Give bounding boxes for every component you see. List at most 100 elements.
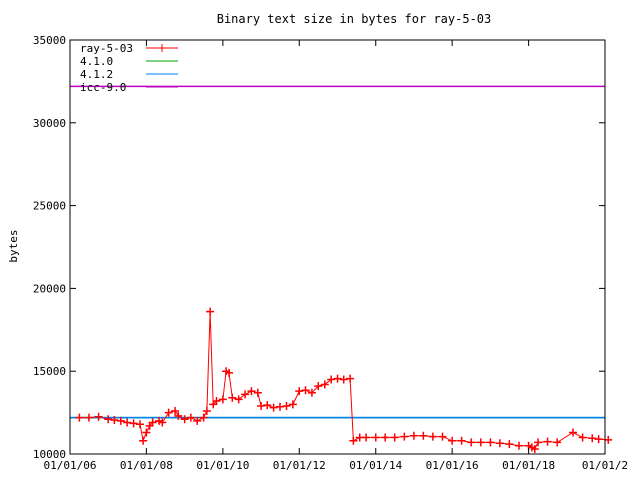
data-point	[276, 402, 285, 411]
data-point	[295, 387, 304, 396]
data-point	[476, 438, 485, 447]
data-point	[588, 434, 597, 443]
data-point	[129, 419, 138, 428]
data-point	[371, 433, 380, 442]
legend-label: 4.1.0	[80, 55, 113, 68]
data-point	[320, 380, 329, 389]
data-point	[116, 416, 125, 425]
data-point	[234, 395, 243, 404]
x-tick-label: 01/01/10	[196, 459, 249, 472]
x-tick-label: 01/01/2	[582, 459, 628, 472]
series-ray-5-03	[75, 307, 613, 454]
axis-ticks: 10000 15000 20000 25000 30000 35000 01/01/06 01…	[33, 34, 628, 472]
data-point	[409, 431, 418, 440]
data-point	[206, 307, 215, 316]
data-point	[84, 413, 93, 422]
data-point	[202, 406, 211, 415]
data-point	[282, 401, 291, 410]
data-point	[495, 439, 504, 448]
data-point	[349, 436, 358, 445]
data-point	[193, 416, 202, 425]
y-tick-label: 20000	[33, 282, 66, 295]
data-point	[110, 416, 119, 425]
data-point	[75, 413, 84, 422]
data-point	[467, 438, 476, 447]
data-point	[428, 432, 437, 441]
data-point	[553, 438, 562, 447]
y-tick-label: 15000	[33, 365, 66, 378]
data-point	[578, 433, 587, 442]
data-point	[186, 413, 195, 422]
data-point	[269, 403, 278, 412]
data-point	[253, 388, 262, 397]
data-point	[530, 445, 539, 454]
data-point	[104, 415, 113, 424]
x-tick-label: 01/01/14	[349, 459, 402, 472]
data-point	[171, 406, 180, 415]
data-point	[139, 436, 148, 445]
data-point	[594, 435, 603, 444]
data-point	[199, 413, 208, 422]
y-tick-label: 35000	[33, 34, 66, 47]
data-point	[301, 386, 310, 395]
y-tick-label: 10000	[33, 448, 66, 461]
x-tick-label: 01/01/18	[502, 459, 555, 472]
data-point	[419, 431, 428, 440]
data-point	[505, 440, 514, 449]
data-point	[400, 432, 409, 441]
data-point	[288, 400, 297, 409]
data-point	[212, 397, 221, 406]
data-point	[263, 401, 272, 410]
data-point	[314, 382, 323, 391]
legend-entry-4-1-2: 4.1.2	[80, 68, 178, 81]
y-tick-label: 30000	[33, 117, 66, 130]
plot-frame	[69, 39, 606, 455]
y-axis-label: bytes	[7, 229, 20, 262]
data-point	[534, 438, 543, 447]
data-point	[307, 388, 316, 397]
data-point	[164, 408, 173, 417]
data-point	[218, 395, 227, 404]
legend-label: 4.1.2	[80, 68, 113, 81]
x-tick-label: 01/01/12	[273, 459, 326, 472]
x-tick-label: 01/01/08	[120, 459, 173, 472]
x-tick-label: 01/01/16	[426, 459, 479, 472]
data-point	[381, 433, 390, 442]
legend-entry-4-1-0: 4.1.0	[80, 55, 178, 68]
data-point	[142, 428, 151, 437]
y-tick-label: 25000	[33, 200, 66, 213]
data-point	[158, 418, 167, 427]
data-point	[339, 375, 348, 384]
data-point	[257, 401, 266, 410]
data-point	[448, 436, 457, 445]
data-point	[362, 433, 371, 442]
legend-entry-ray-5-03: ray-5-03	[80, 42, 178, 55]
legend-label: icc-9.0	[80, 81, 126, 94]
data-point	[486, 438, 495, 447]
series-layer	[70, 85, 613, 454]
legend: ray-5-03 4.1.0 4.1.2 icc-9.0	[80, 42, 178, 94]
data-point	[148, 418, 157, 427]
data-point	[241, 390, 250, 399]
data-point	[180, 415, 189, 424]
data-point	[94, 412, 103, 421]
legend-entry-icc-9-0: icc-9.0	[80, 81, 178, 94]
data-point	[228, 393, 237, 402]
legend-marker	[158, 44, 166, 52]
legend-label: ray-5-03	[80, 42, 133, 55]
data-point	[604, 435, 613, 444]
data-point	[390, 433, 399, 442]
data-point	[457, 436, 466, 445]
data-point	[174, 411, 183, 420]
data-point	[136, 420, 145, 429]
data-point	[327, 375, 336, 384]
data-point	[346, 374, 355, 383]
chart-title: Binary text size in bytes for ray-5-03	[217, 12, 492, 26]
data-point	[247, 387, 256, 396]
data-point	[543, 437, 552, 446]
data-point	[438, 432, 447, 441]
data-point	[333, 374, 342, 383]
data-point	[225, 368, 234, 377]
data-point	[123, 418, 132, 427]
